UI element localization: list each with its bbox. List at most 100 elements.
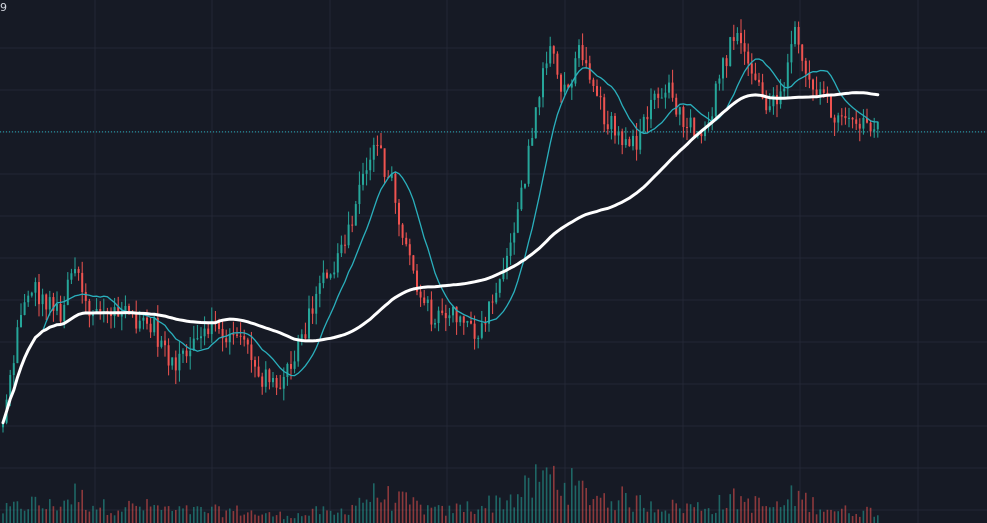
- volume-bar: [164, 506, 166, 523]
- volume-bar: [272, 516, 274, 523]
- volume-bar: [747, 498, 749, 523]
- candle-body: [585, 60, 588, 64]
- volume-bar: [409, 504, 411, 523]
- candle-body: [239, 335, 242, 337]
- volume-bar: [617, 500, 620, 523]
- candle-body: [581, 45, 584, 61]
- volume-bar: [358, 497, 361, 523]
- candle-body: [81, 272, 84, 293]
- volume-bar: [286, 515, 289, 523]
- volume-bar: [535, 464, 537, 523]
- candle-body: [711, 116, 714, 123]
- candle-body: [30, 292, 33, 296]
- candle-body: [264, 369, 267, 387]
- candle-body: [560, 74, 562, 92]
- candle-body: [408, 244, 411, 256]
- candle-body: [599, 95, 602, 98]
- candle-body: [639, 131, 642, 150]
- candle-body: [520, 187, 523, 210]
- volume-bar: [103, 499, 105, 523]
- candle-body: [142, 317, 145, 321]
- candle-body: [185, 350, 188, 357]
- volume-bar: [632, 511, 634, 523]
- candle-body: [290, 363, 292, 369]
- candle-body: [250, 344, 253, 361]
- candle-body: [135, 312, 138, 329]
- volume-bar: [830, 509, 832, 523]
- volume-bar: [513, 507, 515, 523]
- volume-bar: [527, 477, 530, 523]
- candle-body: [297, 339, 300, 362]
- volume-bar: [657, 509, 659, 523]
- volume-bar: [275, 515, 278, 523]
- volume-bar: [614, 510, 616, 523]
- volume-bar: [499, 497, 501, 523]
- volume-bar: [855, 513, 857, 523]
- volume-bar: [603, 493, 605, 523]
- volume-bar: [581, 480, 584, 523]
- candle-body: [869, 122, 872, 132]
- candle-body: [207, 328, 210, 335]
- volume-bar: [653, 512, 656, 523]
- volume-bar: [189, 514, 191, 523]
- candle-body: [153, 318, 156, 333]
- candle-body: [232, 334, 235, 336]
- candle-body: [552, 46, 555, 54]
- volume-bar: [779, 507, 782, 523]
- volume-bar: [387, 486, 389, 523]
- volume-bar: [509, 494, 512, 523]
- candle-body: [624, 139, 627, 146]
- volume-bar: [491, 512, 494, 523]
- volume-bar: [157, 505, 159, 523]
- candle-body: [642, 116, 645, 132]
- volume-bar: [682, 513, 685, 523]
- candle-body: [210, 320, 213, 335]
- volume-bar: [823, 511, 825, 523]
- candle-body: [747, 51, 750, 64]
- candle-body: [38, 282, 40, 305]
- candle-body: [293, 361, 296, 369]
- volume-bar: [675, 503, 677, 523]
- volume-bar: [607, 507, 609, 523]
- candle-body: [41, 294, 44, 305]
- candle-body: [790, 44, 793, 63]
- candle-body: [808, 73, 811, 80]
- candle-body: [668, 82, 670, 93]
- volume-bar: [362, 502, 364, 523]
- volume-bar: [610, 501, 613, 523]
- volume-bar: [801, 499, 803, 523]
- volume-bar: [106, 515, 109, 523]
- candle-body: [462, 316, 465, 323]
- volume-bar: [247, 512, 249, 523]
- candle-body: [635, 135, 638, 150]
- candle-body: [570, 83, 573, 88]
- volume-bar: [445, 515, 447, 523]
- volume-bar: [563, 482, 566, 523]
- volume-bar: [643, 507, 645, 523]
- candle-body: [527, 145, 530, 184]
- candle-body: [275, 377, 278, 388]
- candle-body: [416, 270, 418, 292]
- volume-bar: [34, 496, 37, 523]
- volume-bar: [434, 506, 436, 523]
- volume-bar: [121, 511, 123, 523]
- candle-body: [419, 291, 422, 298]
- candle-body: [52, 297, 55, 311]
- volume-bar: [725, 507, 728, 523]
- volume-bar: [398, 491, 400, 523]
- candle-body: [268, 369, 271, 383]
- candle-body: [794, 26, 796, 45]
- volume-bar: [23, 510, 26, 523]
- volume-bar: [592, 499, 595, 523]
- candle-body: [120, 314, 123, 317]
- volume-bar: [851, 516, 854, 523]
- candle-body: [603, 97, 606, 125]
- candle-body: [700, 133, 703, 137]
- volume-bar: [365, 499, 368, 523]
- volume-bar: [769, 507, 771, 523]
- volume-bar: [700, 510, 703, 523]
- volume-bar: [441, 505, 443, 523]
- volume-bar: [628, 507, 631, 523]
- candle-body: [484, 323, 487, 325]
